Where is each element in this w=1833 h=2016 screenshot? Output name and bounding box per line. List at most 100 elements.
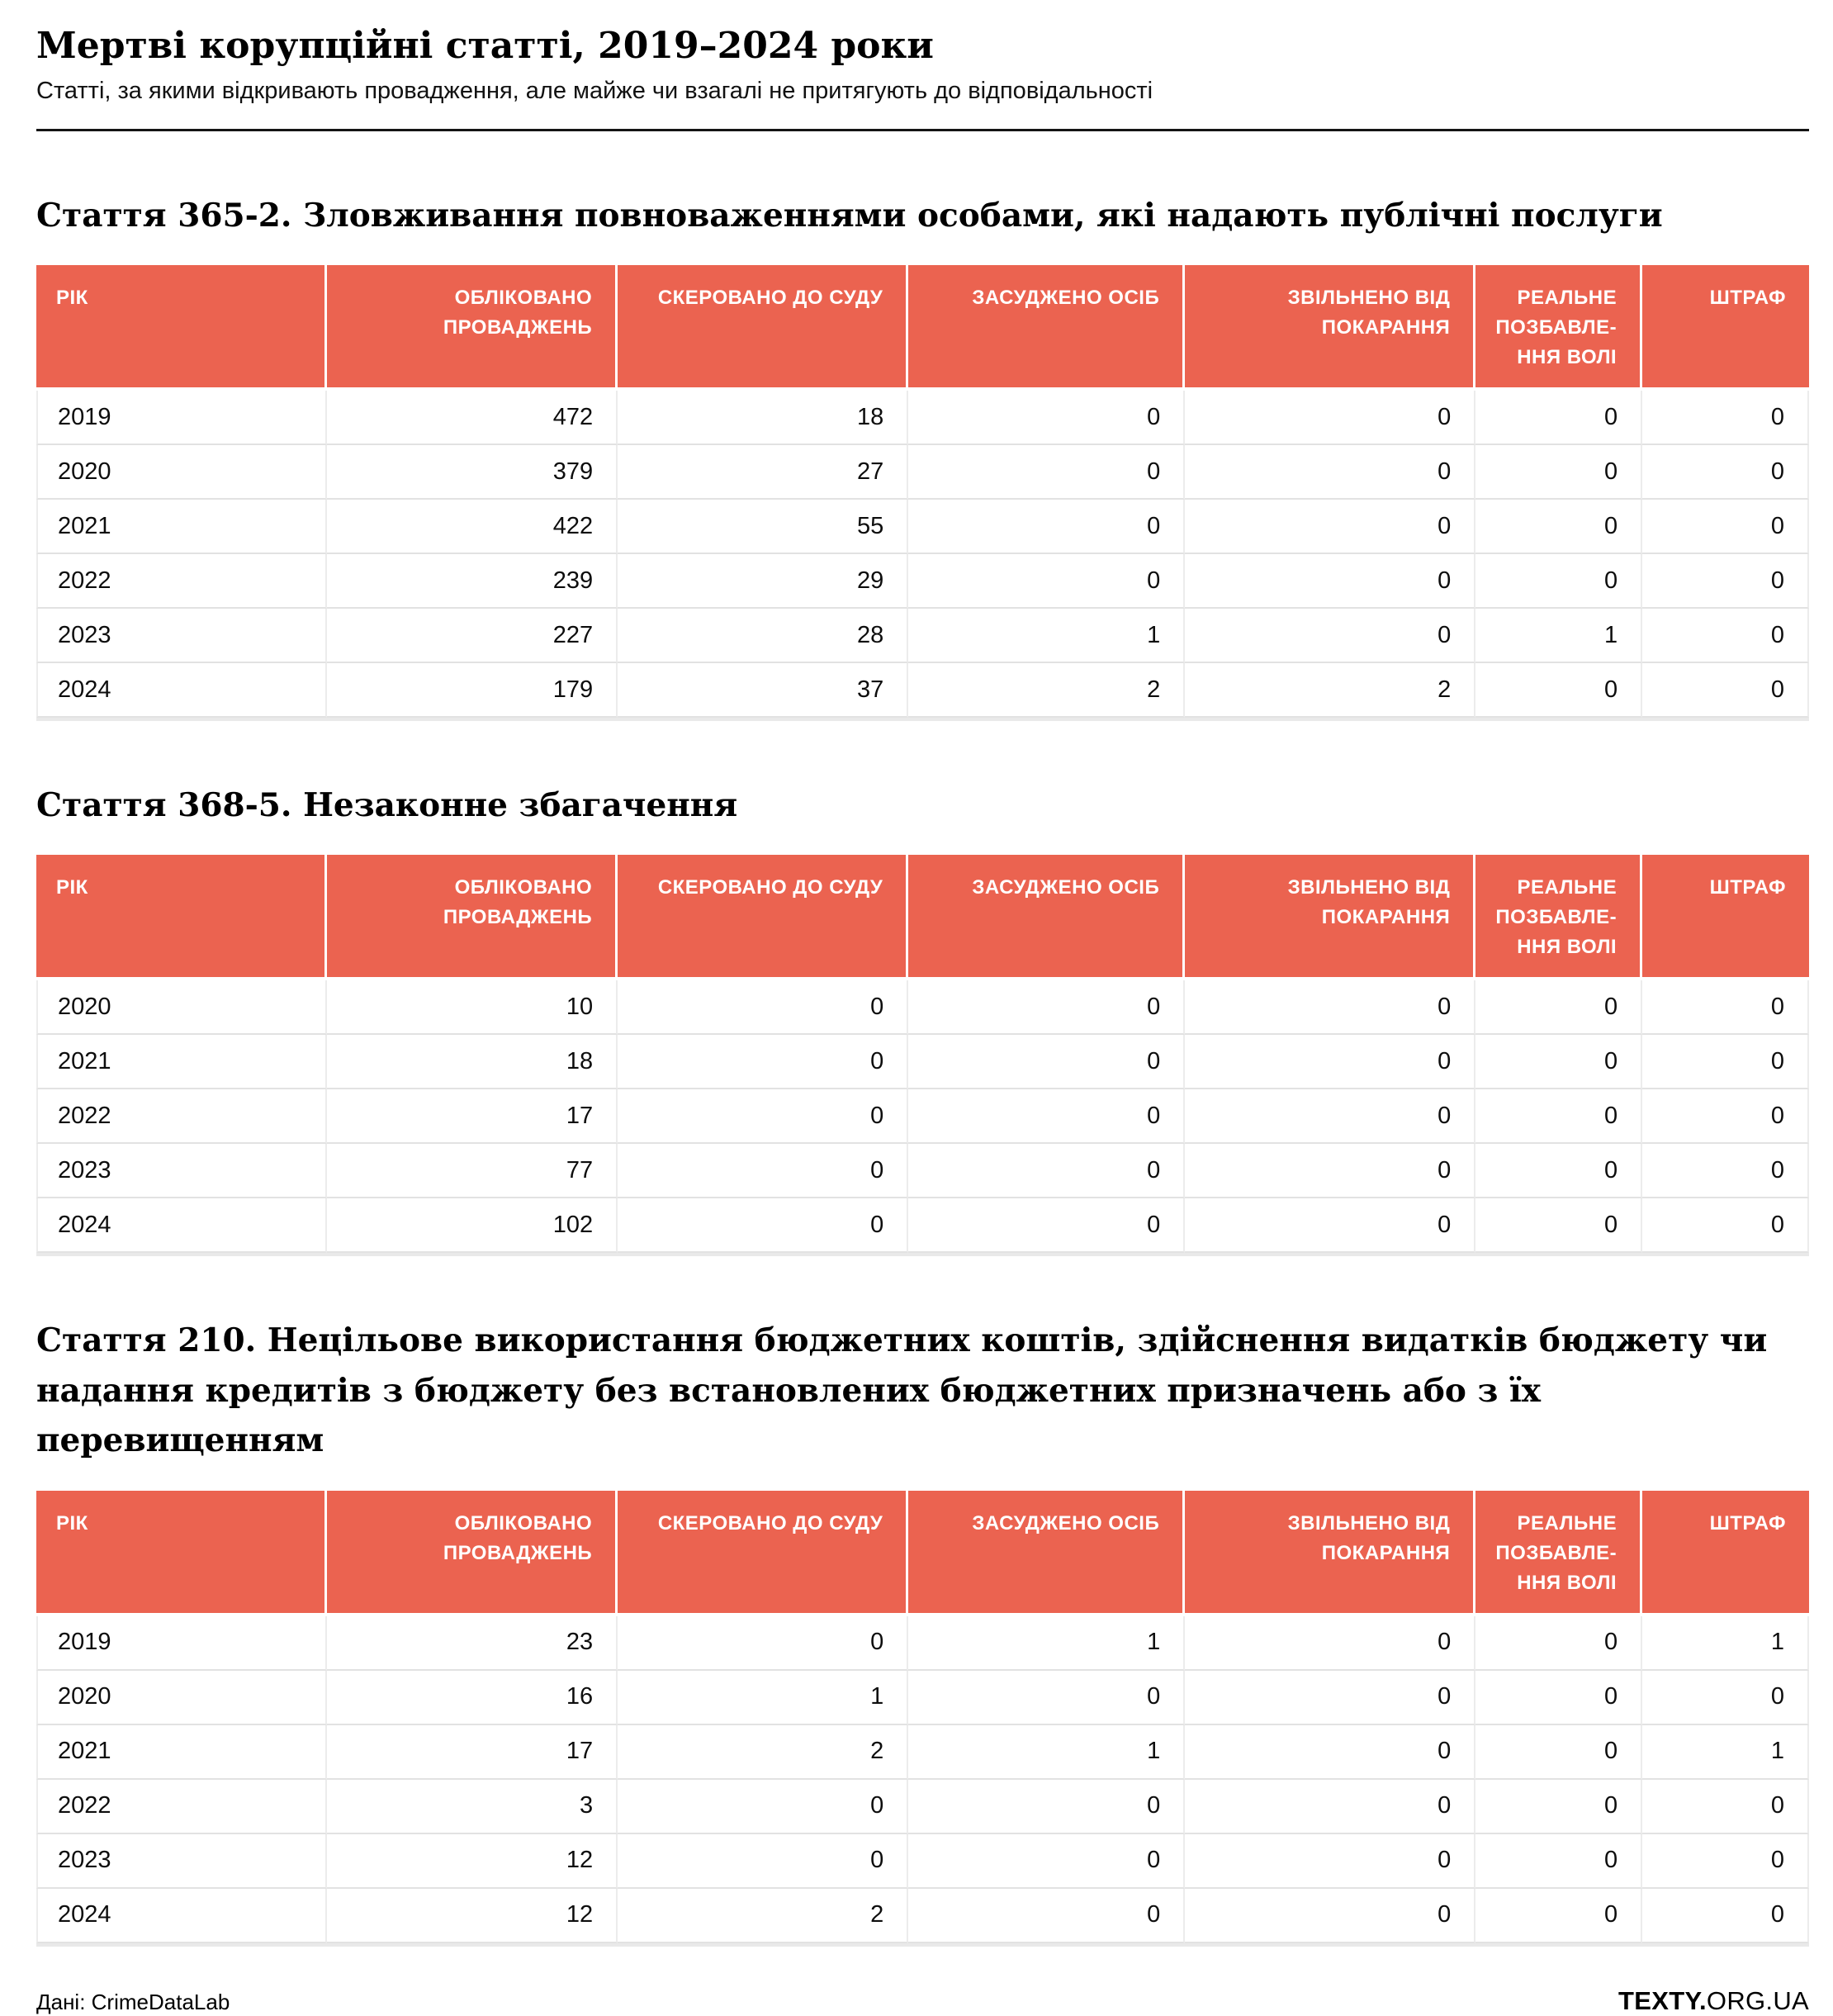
data-table: РІК ОБЛІКОВАНО ПРОВАДЖЕНЬ СКЕРОВАНО ДО СУД…: [36, 855, 1809, 1257]
value-cell: 0: [1475, 391, 1643, 446]
value-cell: 1: [1642, 1724, 1809, 1780]
year-cell: 2023: [36, 609, 328, 664]
header-row: РІК ОБЛІКОВАНО ПРОВАДЖЕНЬ СКЕРОВАНО ДО СУД…: [36, 265, 1809, 391]
value-cell: 227: [327, 609, 618, 664]
column-header: РІК: [36, 265, 328, 391]
year-cell: 2023: [36, 1833, 328, 1889]
table-row: 2023 227 28 1 0 1 0: [36, 609, 1809, 664]
tables-container: Стаття 365-2. Зловживання повноваженнями…: [36, 191, 1809, 1947]
value-cell: 0: [1185, 980, 1476, 1036]
column-header: СКЕРОВАНО ДО СУДУ: [618, 265, 909, 391]
data-source: Дані: CrimeDataLab: [36, 1989, 230, 2014]
table-row: 2019 23 0 1 0 0 1: [36, 1615, 1809, 1671]
value-cell: 0: [1642, 609, 1809, 664]
value-cell: 0: [1475, 1198, 1643, 1254]
value-cell: 28: [618, 609, 909, 664]
value-cell: 0: [1475, 445, 1643, 500]
header-row: РІК ОБЛІКОВАНО ПРОВАДЖЕНЬ СКЕРОВАНО ДО СУД…: [36, 855, 1809, 981]
texty-logo-bold: TEXTY.: [1618, 1985, 1707, 2015]
value-cell: 0: [618, 1779, 909, 1834]
value-cell: 0: [1642, 1670, 1809, 1725]
value-cell: 0: [1642, 554, 1809, 610]
value-cell: 0: [908, 1089, 1186, 1145]
year-cell: 2020: [36, 980, 328, 1036]
column-header: ЗАСУДЖЕНО ОСІБ: [908, 855, 1186, 981]
value-cell: 1: [1642, 1615, 1809, 1671]
year-cell: 2020: [36, 445, 328, 500]
value-cell: 1: [908, 609, 1186, 664]
value-cell: 0: [1185, 1888, 1476, 1943]
column-header: ШТРАФ: [1642, 855, 1809, 981]
value-cell: 77: [327, 1144, 618, 1199]
value-cell: 0: [1475, 1779, 1643, 1834]
table-row: 2020 379 27 0 0 0 0: [36, 445, 1809, 500]
year-cell: 2021: [36, 500, 328, 555]
page-header: Мертві корупційні статті, 2019–2024 роки…: [36, 25, 1809, 131]
value-cell: 0: [1185, 1615, 1476, 1671]
value-cell: 0: [908, 1670, 1186, 1725]
column-header: ОБЛІКОВАНО ПРОВАДЖЕНЬ: [327, 265, 618, 391]
column-header: РІК: [36, 855, 328, 981]
value-cell: 1: [908, 1615, 1186, 1671]
value-cell: 0: [908, 1833, 1186, 1889]
page-footer: Дані: CrimeDataLab TEXTY.ORG.UA: [36, 1986, 1809, 2016]
value-cell: 0: [908, 980, 1186, 1036]
value-cell: 0: [1475, 663, 1643, 719]
value-cell: 0: [1475, 500, 1643, 555]
value-cell: 0: [1475, 1833, 1643, 1889]
value-cell: 0: [1642, 500, 1809, 555]
data-table: РІК ОБЛІКОВАНО ПРОВАДЖЕНЬ СКЕРОВАНО ДО СУД…: [36, 1490, 1809, 1947]
value-cell: 179: [327, 663, 618, 719]
year-cell: 2022: [36, 1779, 328, 1834]
table-row: 2021 18 0 0 0 0 0: [36, 1035, 1809, 1090]
column-header: ЗВІЛЬНЕНО ВІД ПОКАРАННЯ: [1185, 265, 1476, 391]
year-cell: 2024: [36, 1888, 328, 1943]
value-cell: 0: [618, 980, 909, 1036]
value-cell: 102: [327, 1198, 618, 1254]
table-row: 2022 239 29 0 0 0 0: [36, 554, 1809, 610]
table-row: 2024 179 37 2 2 0 0: [36, 663, 1809, 719]
table-body: 2019 23 0 1 0 0 1 2020 16 1 0 0 0 0 2021 17 2 1 0 0 1 2022 3 0 0…: [36, 1615, 1809, 1943]
year-cell: 2021: [36, 1035, 328, 1090]
value-cell: 0: [1185, 500, 1476, 555]
value-cell: 0: [1185, 1198, 1476, 1254]
value-cell: 0: [1642, 1144, 1809, 1199]
value-cell: 0: [618, 1198, 909, 1254]
value-cell: 0: [1185, 1670, 1476, 1725]
value-cell: 0: [1185, 1779, 1476, 1834]
value-cell: 12: [327, 1888, 618, 1943]
column-header: РЕАЛЬНЕ ПОЗБАВЛЕ- ННЯ ВОЛІ: [1475, 855, 1643, 981]
value-cell: 0: [1185, 445, 1476, 500]
value-cell: 0: [1475, 1144, 1643, 1199]
value-cell: 17: [327, 1089, 618, 1145]
table-row: 2020 10 0 0 0 0 0: [36, 980, 1809, 1036]
value-cell: 17: [327, 1724, 618, 1780]
column-header: РІК: [36, 1490, 328, 1616]
table-row: 2023 77 0 0 0 0 0: [36, 1144, 1809, 1199]
value-cell: 0: [1185, 609, 1476, 664]
year-cell: 2019: [36, 1615, 328, 1671]
table-row: 2020 16 1 0 0 0 0: [36, 1670, 1809, 1725]
value-cell: 0: [908, 1035, 1186, 1090]
value-cell: 3: [327, 1779, 618, 1834]
value-cell: 0: [618, 1089, 909, 1145]
table-row: 2022 17 0 0 0 0 0: [36, 1089, 1809, 1145]
value-cell: 2: [1185, 663, 1476, 719]
value-cell: 29: [618, 554, 909, 610]
texty-logo-light: ORG.UA: [1706, 1985, 1809, 2015]
header-divider: [36, 128, 1809, 131]
value-cell: 0: [618, 1833, 909, 1889]
column-header: ЗАСУДЖЕНО ОСІБ: [908, 1490, 1186, 1616]
value-cell: 0: [1185, 1089, 1476, 1145]
texty-logo: TEXTY.ORG.UA: [1618, 1986, 1809, 2016]
value-cell: 0: [908, 500, 1186, 555]
value-cell: 37: [618, 663, 909, 719]
article-section: Стаття 365-2. Зловживання повноваженнями…: [36, 191, 1809, 722]
column-header: ШТРАФ: [1642, 1490, 1809, 1616]
value-cell: 0: [908, 1198, 1186, 1254]
column-header: СКЕРОВАНО ДО СУДУ: [618, 1490, 909, 1616]
year-cell: 2024: [36, 1198, 328, 1254]
value-cell: 0: [1475, 980, 1643, 1036]
table-body: 2020 10 0 0 0 0 0 2021 18 0 0 0 0 0 2022 17 0 0 0 0 0 2023 77 0…: [36, 980, 1809, 1254]
value-cell: 0: [1475, 1724, 1643, 1780]
